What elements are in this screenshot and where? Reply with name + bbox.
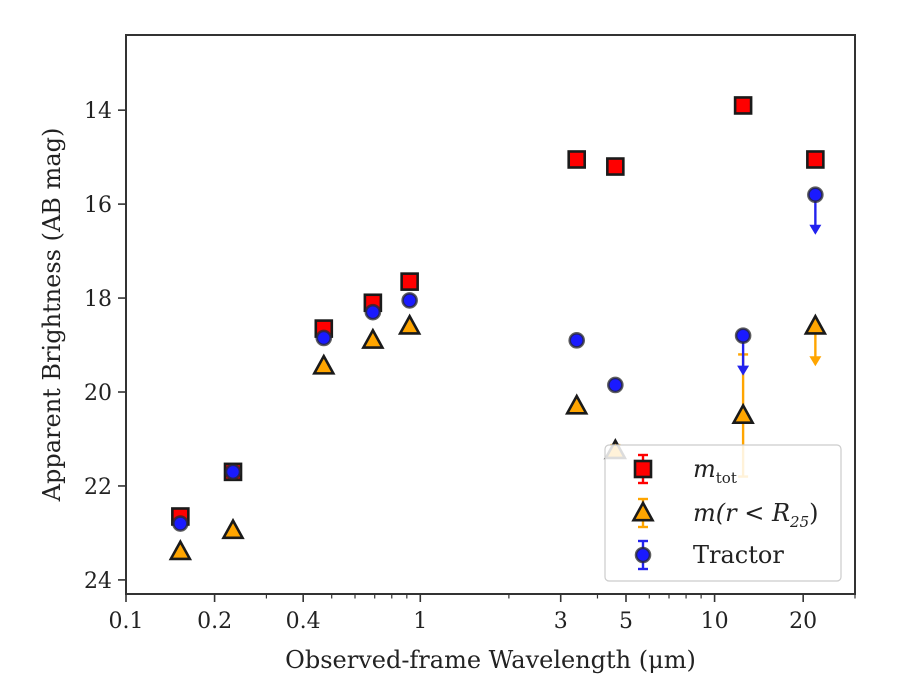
x-tick-label: 0.1 [109,609,144,634]
data-layer [168,96,828,561]
data-point-triangle [312,353,336,375]
x-tick-label: 3 [554,609,568,634]
limit-arrowhead [809,356,822,367]
x-tick-label: 20 [789,609,817,634]
data-point-circle [734,327,752,344]
data-point-circle [172,515,189,532]
data-point-triangle [731,402,755,424]
x-tick-label: 5 [619,609,633,634]
data-point-circle [224,463,242,481]
data-point-square [806,150,825,169]
limit-arrowhead [809,224,822,235]
data-point-circle [401,292,418,309]
y-tick-label: 18 [84,287,112,312]
data-point-circle [364,303,382,321]
legend-marker-square [633,459,653,479]
data-point-circle [568,332,586,349]
series-tractor [172,186,824,532]
data-point-triangle [565,393,589,415]
axis-ticks: 0.1 0.2 0.4 1 3 5 10 20 14 16 18 20 22 24 [84,99,856,634]
data-point-square [400,272,419,291]
x-tick-label: 0.2 [197,609,232,634]
x-tick-label: 10 [701,609,729,634]
y-tick-label: 24 [84,569,112,594]
legend: mtot m(r < R25) Tractor [604,444,842,582]
data-point-circle [607,376,624,394]
x-tick-label: 1 [413,609,427,634]
plot-frame [125,34,856,595]
data-point-triangle [168,539,193,561]
limit-arrowhead [737,365,750,376]
data-point-square [606,157,625,176]
data-point-triangle [221,517,245,540]
y-tick-label: 14 [84,99,112,124]
y-tick-label: 20 [84,381,112,406]
legend-box [604,444,842,582]
x-tick-label: 0.4 [286,609,321,634]
legend-label-m_r25: m(r < R25) [693,499,819,531]
data-point-circle [315,329,333,347]
data-point-square [567,150,587,169]
data-point-triangle [397,313,422,335]
y-tick-label: 22 [84,475,112,500]
legend-marker-triangle [631,500,655,522]
data-point-circle [807,186,824,204]
legend-label-tractor: Tractor [693,541,784,569]
x-axis-label: Observed-frame Wavelength (μm) [285,646,696,674]
y-axis-label: Apparent Brightness (AB mag) [38,128,66,503]
data-point-square [733,96,753,115]
data-point-triangle [803,313,828,335]
y-tick-label: 16 [84,193,112,218]
data-point-triangle [361,327,385,349]
legend-label-m_tot: mtot [693,455,737,487]
legend-marker-circle [634,546,652,564]
